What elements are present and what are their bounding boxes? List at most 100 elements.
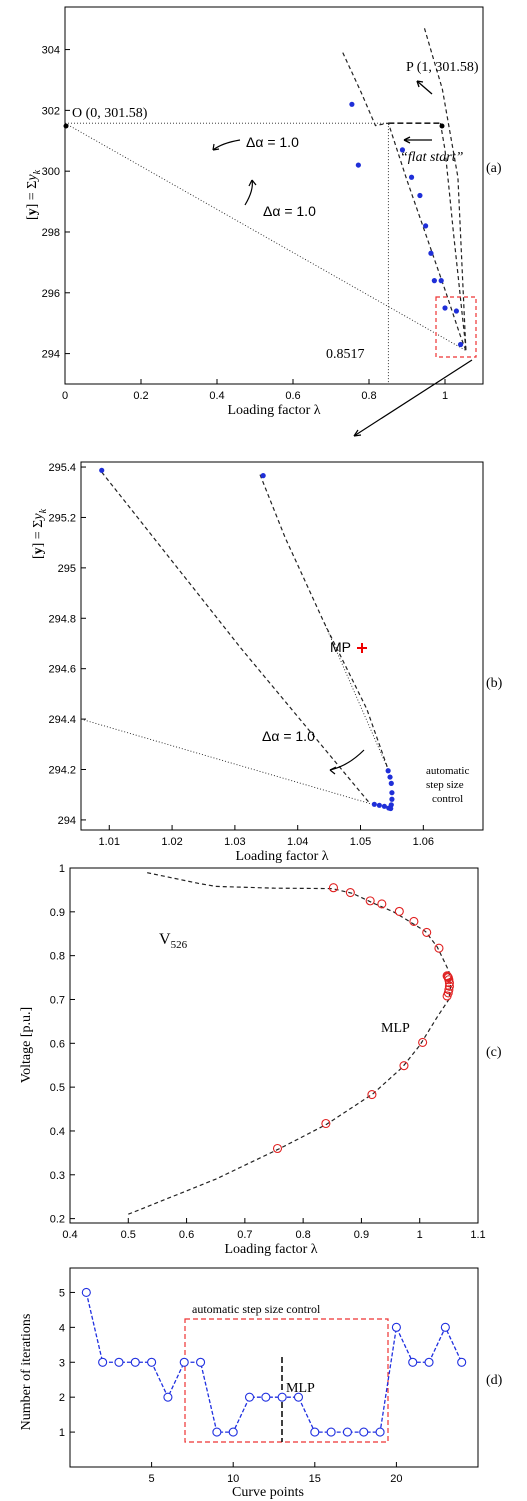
y-tick-label: 294.2 [48, 765, 76, 777]
data-point [179, 1357, 189, 1367]
x-tick-label: 15 [309, 1473, 321, 1485]
data-point [349, 101, 355, 107]
x-tick-label: 1.02 [161, 836, 182, 848]
data-point [417, 192, 423, 199]
data-point [385, 768, 391, 774]
data-point [387, 774, 393, 780]
zoom-box-a [435, 296, 477, 358]
x-tick-label: 0.5 [121, 1229, 136, 1241]
series-line [342, 52, 467, 351]
y-tick-label: 294.4 [48, 714, 76, 726]
arrow-delta-2 [244, 179, 253, 206]
series-line [101, 471, 371, 804]
data-point [163, 1392, 173, 1402]
y-tick-label: 1 [59, 863, 65, 875]
label-flat-start: “flat start” [400, 150, 464, 165]
panel-b-frame [80, 461, 484, 831]
label-p: P (1, 301.58) [406, 60, 479, 75]
data-point [408, 1357, 418, 1367]
series-line [423, 28, 467, 351]
data-point [328, 883, 339, 893]
data-point [442, 971, 452, 981]
y-tick-label: 1 [59, 1427, 65, 1439]
y-tick-label: 0.2 [50, 1214, 65, 1226]
data-point [453, 308, 459, 314]
label-08517: 0.8517 [326, 347, 365, 362]
y-tick-label: 4 [59, 1322, 65, 1334]
panel-d-ylabel: Number of iterations [19, 1314, 34, 1431]
panel-d: 5 10 15 20 1 2 3 4 5 automatic step size control… [19, 1267, 503, 1500]
y-tick-label: 294 [58, 815, 76, 827]
point-p [439, 123, 445, 129]
label-delta-b: Δα = 1.0 [262, 728, 315, 744]
data-point [438, 278, 444, 284]
data-point [388, 802, 394, 808]
x-tick-label: 0.9 [354, 1229, 369, 1241]
data-point [457, 341, 464, 348]
label-mlp-c: MLP [381, 1021, 410, 1036]
auto-step-box [184, 1318, 389, 1443]
data-point [399, 147, 406, 153]
data-point [434, 943, 444, 953]
data-point [99, 467, 105, 473]
label-mlp-d: MLP [286, 1381, 315, 1396]
y-tick-label: 304 [42, 45, 60, 57]
y-tick-label: 295 [58, 563, 76, 575]
label-auto-2: step size [426, 779, 464, 791]
series-line [128, 871, 452, 1215]
data-point [359, 1427, 369, 1437]
data-point [260, 473, 266, 479]
data-point [424, 1357, 434, 1367]
data-point [428, 250, 434, 256]
y-tick-label: 298 [42, 227, 60, 239]
panel-a-tag: (a) [486, 161, 502, 176]
data-point [228, 1427, 238, 1437]
data-point [342, 1427, 352, 1437]
y-tick-label: 295.2 [48, 512, 76, 524]
panel-c-tag: (c) [486, 1045, 502, 1060]
panel-b-xlabel: Loading factor λ [235, 849, 328, 864]
x-tick-label: 10 [227, 1473, 239, 1485]
label-auto-1: automatic [426, 765, 469, 777]
data-point [391, 1322, 401, 1332]
point-o [63, 123, 69, 129]
panel-c-xlabel: Loading factor λ [224, 1242, 317, 1257]
x-tick-label: 1 [417, 1229, 423, 1241]
series-line [80, 718, 371, 804]
panel-d-xlabel: Curve points [232, 1485, 304, 1500]
panel-b: 1.01 1.02 1.03 1.04 1.05 1.06 294 294.2 294.4 294… [31, 461, 503, 864]
zoom-arrow [353, 359, 473, 437]
panel-b-tag: (b) [486, 676, 503, 691]
y-tick-label: 0.3 [50, 1170, 65, 1182]
x-tick-label: 0 [62, 390, 68, 402]
data-point [98, 1357, 108, 1367]
data-point [394, 906, 404, 916]
y-tick-label: 2 [59, 1392, 65, 1404]
data-point [355, 162, 361, 168]
data-point [244, 1392, 255, 1402]
label-mp: MP [330, 639, 351, 655]
x-tick-label: 0.6 [285, 390, 300, 402]
label-v526: V526 [159, 931, 188, 951]
y-tick-label: 0.8 [50, 951, 65, 963]
data-point [81, 1287, 91, 1297]
y-tick-label: 0.7 [50, 994, 65, 1006]
panel-b-ylabel: [y] = Σyk [31, 508, 49, 559]
x-tick-label: 0.4 [209, 390, 224, 402]
data-point [261, 1392, 271, 1402]
data-point [409, 916, 419, 927]
y-tick-label: 0.5 [50, 1082, 65, 1094]
panel-a: 0 0.2 0.4 0.6 0.8 1 294 296 298 300 302 304 O (0, 3… [25, 6, 502, 418]
data-point [442, 305, 448, 311]
arrow-delta-1 [212, 139, 241, 151]
data-point [381, 803, 387, 809]
data-point [310, 1427, 320, 1437]
data-point [377, 899, 387, 909]
data-point [408, 174, 415, 180]
panel-a-frame [64, 6, 484, 385]
y-tick-label: 0.9 [50, 907, 65, 919]
x-tick-label: 20 [390, 1473, 402, 1485]
data-point [272, 1143, 283, 1154]
data-point [147, 1357, 157, 1367]
